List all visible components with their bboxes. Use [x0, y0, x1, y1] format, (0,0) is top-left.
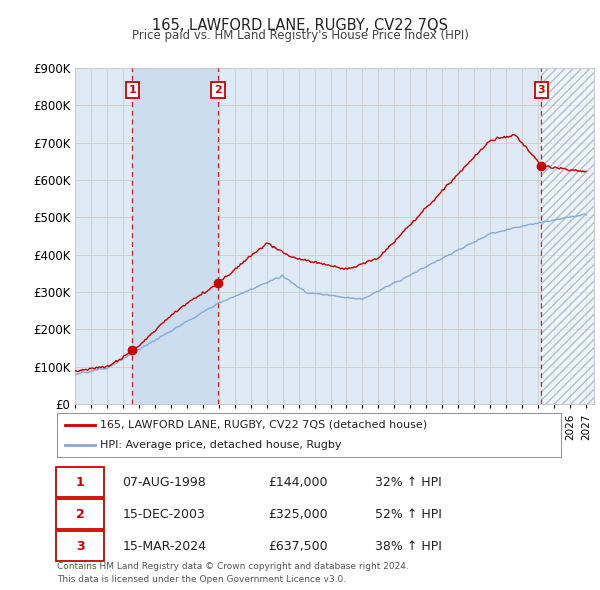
Text: 2: 2	[76, 508, 85, 521]
Text: 15-MAR-2024: 15-MAR-2024	[122, 540, 206, 553]
FancyBboxPatch shape	[56, 467, 104, 497]
Text: 3: 3	[76, 540, 85, 553]
Text: Price paid vs. HM Land Registry's House Price Index (HPI): Price paid vs. HM Land Registry's House …	[131, 30, 469, 42]
Bar	[541, 68, 594, 404]
Text: £144,000: £144,000	[269, 476, 328, 489]
Text: 38% ↑ HPI: 38% ↑ HPI	[374, 540, 442, 553]
Text: Contains HM Land Registry data © Crown copyright and database right 2024.: Contains HM Land Registry data © Crown c…	[57, 562, 409, 571]
Text: 3: 3	[538, 86, 545, 95]
Text: 165, LAWFORD LANE, RUGBY, CV22 7QS: 165, LAWFORD LANE, RUGBY, CV22 7QS	[152, 18, 448, 32]
FancyBboxPatch shape	[56, 532, 104, 562]
Text: 1: 1	[76, 476, 85, 489]
Bar	[133, 68, 218, 404]
Text: 32% ↑ HPI: 32% ↑ HPI	[374, 476, 441, 489]
Bar	[541, 68, 594, 404]
Text: 52% ↑ HPI: 52% ↑ HPI	[374, 508, 442, 521]
Text: £637,500: £637,500	[269, 540, 328, 553]
Text: 15-DEC-2003: 15-DEC-2003	[122, 508, 205, 521]
Text: 07-AUG-1998: 07-AUG-1998	[122, 476, 206, 489]
Text: 2: 2	[214, 86, 222, 95]
FancyBboxPatch shape	[56, 499, 104, 529]
Text: This data is licensed under the Open Government Licence v3.0.: This data is licensed under the Open Gov…	[57, 575, 346, 584]
Text: HPI: Average price, detached house, Rugby: HPI: Average price, detached house, Rugb…	[100, 440, 341, 450]
Text: 165, LAWFORD LANE, RUGBY, CV22 7QS (detached house): 165, LAWFORD LANE, RUGBY, CV22 7QS (deta…	[100, 420, 427, 430]
Text: 1: 1	[128, 86, 136, 95]
Text: £325,000: £325,000	[269, 508, 328, 521]
